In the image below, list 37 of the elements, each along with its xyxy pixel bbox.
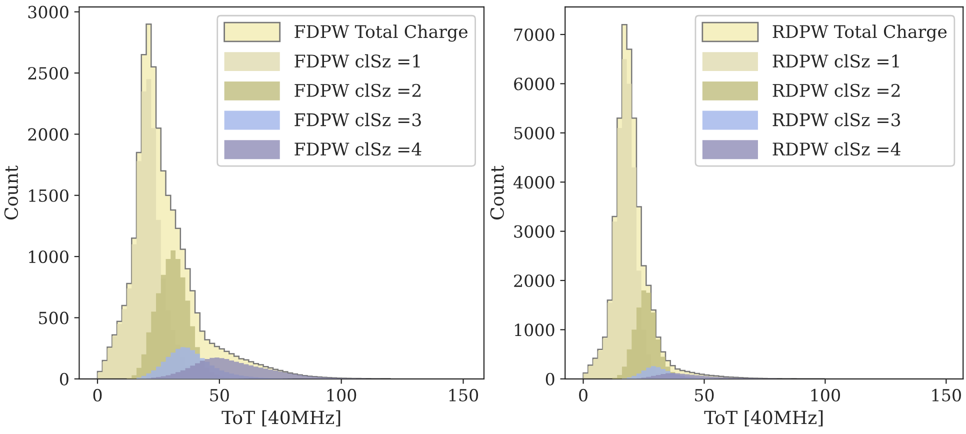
y-tick-label: 3000 [28, 6, 68, 18]
x-tick-label: 0 [579, 388, 588, 402]
y-tick-label: 1500 [29, 189, 68, 202]
x-tick-label: 150 [449, 388, 478, 402]
legend-label: RDPW clSz =2 [772, 84, 900, 97]
y-tick-label: 0 [60, 372, 68, 386]
y-tick-label: 500 [39, 312, 68, 324]
x-axis-title: ToT [40MHz] [704, 410, 823, 426]
y-tick-label: 1000 [515, 324, 554, 336]
x-tick-label: 50 [210, 388, 229, 402]
y-tick-label: 2000 [28, 128, 68, 141]
legend-label: RDPW Total Charge [772, 24, 947, 42]
legend-label: RDPW clSz =1 [772, 54, 899, 68]
y-tick-label: 6000 [514, 78, 554, 90]
x-axis-title: ToT [40MHz] [222, 410, 340, 426]
legend-label: FDPW clSz =1 [294, 54, 420, 68]
x-tick-label: 100 [811, 388, 840, 402]
x-tick-label: 0 [93, 388, 102, 402]
y-axis-title: Count [490, 165, 504, 220]
legend-label: FDPW clSz =3 [294, 112, 421, 126]
y-tick-label: 4000 [513, 176, 554, 189]
legend-label: RDPW clSz =4 [772, 142, 900, 156]
y-axis-title: Count [4, 165, 18, 220]
legend-label: RDPW clSz =3 [772, 112, 900, 126]
y-tick-label: 0 [546, 372, 554, 386]
legend-label: FDPW clSz =2 [294, 84, 420, 97]
x-tick-label: 100 [327, 388, 356, 402]
y-tick-label: 2000 [514, 274, 554, 288]
legend-label: FDPW clSz =4 [294, 142, 422, 156]
x-tick-label: 150 [932, 388, 961, 402]
x-tick-label: 50 [695, 388, 714, 402]
legend-label: FDPW Total Charge [294, 24, 468, 42]
y-tick-label: 7000 [514, 28, 554, 42]
y-tick-label: 2500 [28, 66, 68, 80]
y-tick-label: 1000 [29, 250, 68, 264]
y-tick-label: 5000 [514, 126, 554, 140]
y-tick-label: 3000 [514, 225, 554, 238]
